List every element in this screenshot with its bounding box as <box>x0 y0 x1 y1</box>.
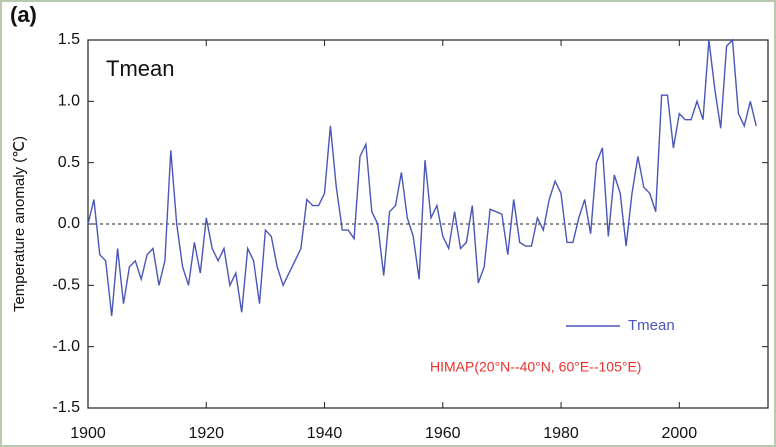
x-tick-label: 2000 <box>662 425 698 442</box>
legend-label: Tmean <box>628 317 675 334</box>
y-axis-label: Temperature anomaly (℃) <box>11 136 28 312</box>
x-tick-label: 1960 <box>425 425 461 442</box>
y-tick-label: 0.0 <box>58 215 80 232</box>
y-tick-label: -1.0 <box>52 338 80 355</box>
y-tick-label: -1.5 <box>52 399 80 416</box>
chart-title: Tmean <box>106 56 174 81</box>
annotation: HIMAP(20°N--40°N, 60°E--105°E) <box>430 359 641 375</box>
panel-label: (a) <box>10 2 37 27</box>
x-tick-label: 1920 <box>188 425 224 442</box>
x-tick-label: 1940 <box>307 425 343 442</box>
x-tick-label: 1980 <box>543 425 579 442</box>
y-tick-label: 1.0 <box>58 93 80 110</box>
y-tick-label: -0.5 <box>52 277 80 294</box>
y-tick-label: 0.5 <box>58 154 80 171</box>
x-tick-label: 1900 <box>70 425 106 442</box>
y-tick-label: 1.5 <box>58 31 80 48</box>
data-line <box>87 38 757 317</box>
